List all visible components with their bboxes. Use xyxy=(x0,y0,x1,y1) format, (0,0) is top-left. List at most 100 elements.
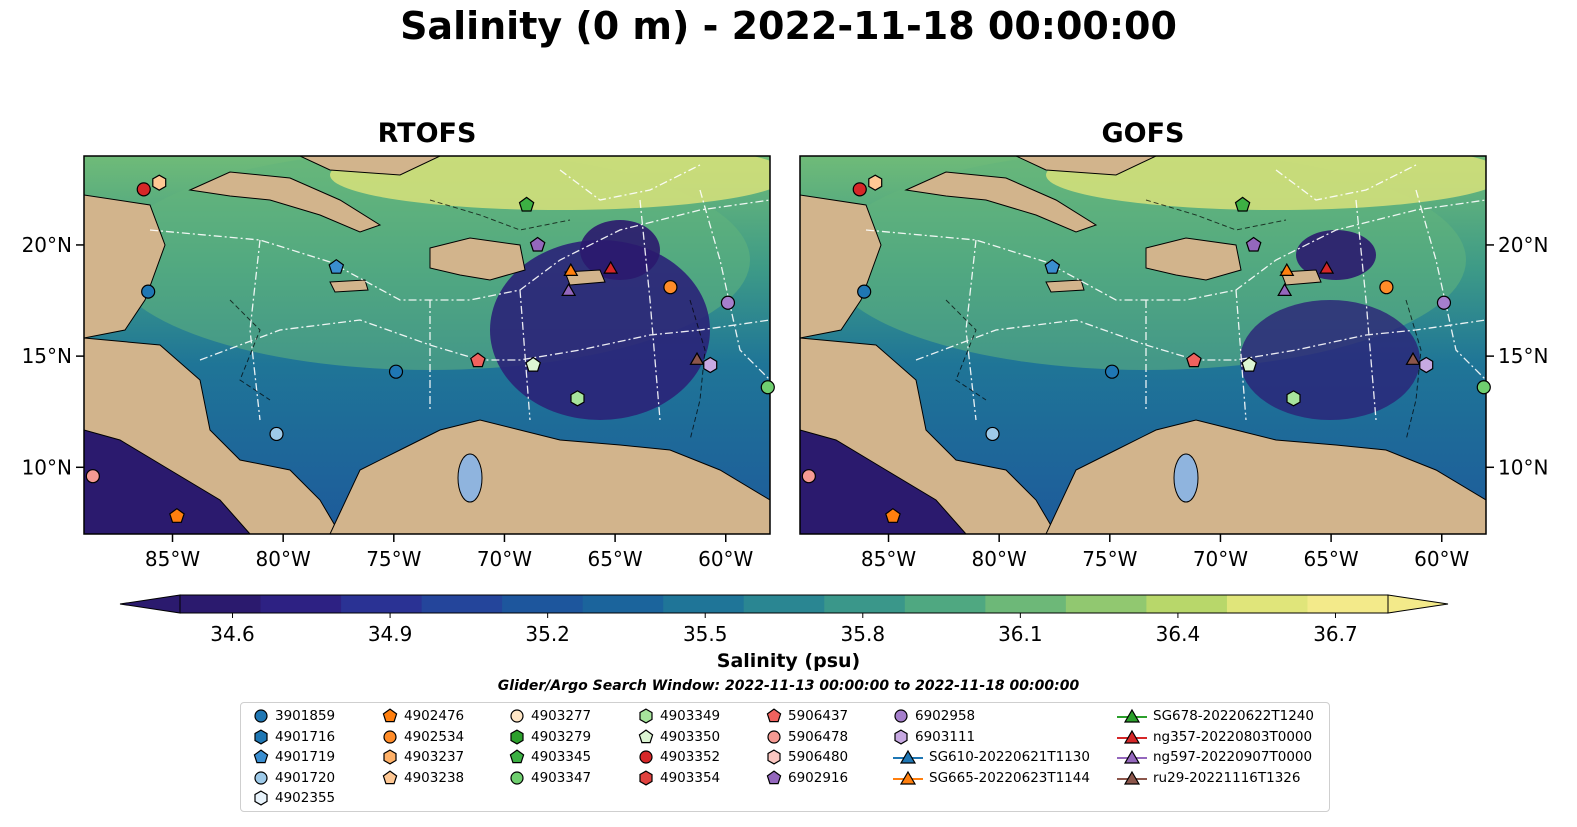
colorbar-segment xyxy=(421,595,503,613)
land-hispaniola xyxy=(1145,237,1242,281)
legend-column: 4903277 4903279 4903345 4903347 xyxy=(509,706,591,788)
lon-tick-label: 70°W xyxy=(477,547,532,571)
colorbar-segment xyxy=(1065,595,1147,613)
map-marker-6902916 xyxy=(529,236,546,252)
map-frame xyxy=(83,155,771,535)
map-marker-4902534 xyxy=(663,280,678,295)
legend-item: 4903347 xyxy=(509,768,591,789)
map-marker-4903352 xyxy=(136,182,151,197)
map-marker-6902958 xyxy=(1436,295,1452,310)
map-marker-4903345 xyxy=(1234,196,1251,212)
legend-item-label: 4903345 xyxy=(531,749,592,766)
legend-marker-icon xyxy=(510,771,524,785)
legend-marker-icon xyxy=(894,729,908,745)
rtofs-map xyxy=(83,155,771,535)
legend-item: 5906478 xyxy=(766,727,848,748)
legend-item-label: 5906478 xyxy=(788,728,849,745)
legend-item: 4903238 xyxy=(382,768,464,789)
legend-item-label: ng357-20220803T0000 xyxy=(1153,728,1313,745)
legend-item-label: 4901716 xyxy=(275,728,336,745)
map-frame xyxy=(799,155,1487,535)
lon-tick-label: 85°W xyxy=(861,547,916,571)
search-window-text: Glider/Argo Search Window: 2022-11-13 00… xyxy=(497,678,1080,694)
map-marker-6903111 xyxy=(1419,356,1434,374)
colorbar-tick-label: 36.7 xyxy=(1313,622,1358,646)
legend-marker-icon xyxy=(1117,709,1147,723)
lon-tick-label: 80°W xyxy=(972,547,1027,571)
legend-column: 4902476 4902534 4903237 4903238 xyxy=(382,706,464,788)
legend-item: 4903354 xyxy=(638,768,720,789)
lat-tick-label: 20°N xyxy=(1498,233,1548,257)
salinity-high-zone xyxy=(330,156,770,210)
legend-item: 4903279 xyxy=(509,727,591,748)
legend-marker-icon xyxy=(894,709,908,723)
colorbar-segment xyxy=(904,595,986,613)
legend-item: ng357-20220803T0000 xyxy=(1117,727,1314,748)
legend-marker-icon xyxy=(766,708,782,723)
map-marker-4903349 xyxy=(570,390,585,407)
colorbar-tick-label: 35.2 xyxy=(525,622,570,646)
map-marker-SG665-20220623T1144 xyxy=(1279,262,1295,276)
map-marker-ng597-20220907T0000 xyxy=(561,282,577,296)
legend-item-label: 4903277 xyxy=(531,708,592,725)
land-cuba xyxy=(904,171,1098,233)
legend-item: 5906437 xyxy=(766,706,848,727)
legend-item-label: ng597-20220907T0000 xyxy=(1153,749,1313,766)
colorbar-tick-label: 35.8 xyxy=(841,622,886,646)
lat-tick-label: 10°N xyxy=(1498,455,1548,479)
figure-canvas: 85°W 80°W 75°W 70°W 65°W 60°W 20°N 15°N 10°N 85°W… xyxy=(22,155,1548,646)
legend-item: 4903277 xyxy=(509,706,591,727)
lake-maracaibo xyxy=(1173,453,1199,503)
legend-marker-icon xyxy=(638,729,654,743)
legend-item: 4903349 xyxy=(638,706,720,727)
legend-marker-icon xyxy=(254,790,268,806)
legend-item-label: 5906480 xyxy=(788,749,849,766)
legend-item: 4903237 xyxy=(382,747,464,768)
map-marker-4902476 xyxy=(169,507,185,523)
legend-item: 6902916 xyxy=(766,768,848,789)
legend-item-label: 4901720 xyxy=(275,769,336,786)
colorbar-frame xyxy=(179,594,1389,614)
land-yucatan xyxy=(800,194,882,339)
legend-marker-icon xyxy=(639,750,653,764)
legend-marker-icon xyxy=(510,729,524,745)
map-marker-4903347 xyxy=(760,380,775,395)
legend-item: 4903345 xyxy=(509,747,591,768)
legend-marker-icon xyxy=(639,770,653,786)
legend-item: ng597-20220907T0000 xyxy=(1117,747,1314,768)
lon-tick-label: 85°W xyxy=(145,547,200,571)
map-marker-3901859-b xyxy=(1104,364,1120,379)
legend-item-label: 6902958 xyxy=(915,708,976,725)
map-marker-4903347 xyxy=(1476,380,1491,395)
colorbar-tick-label: 34.6 xyxy=(210,622,255,646)
legend-item: 4901716 xyxy=(253,727,335,748)
map-marker-4903277 xyxy=(152,174,167,191)
legend-marker-icon xyxy=(510,709,524,723)
legend-marker-icon xyxy=(767,749,781,765)
bathymetry-contours xyxy=(945,199,1422,441)
colorbar-segment xyxy=(502,595,584,613)
panel-title-gofs: GOFS xyxy=(1101,118,1185,149)
lon-tick-label: 60°W xyxy=(1414,547,1469,571)
land-central-america xyxy=(84,337,341,534)
legend-item-label: SG678-20220622T1240 xyxy=(1153,708,1314,725)
salinity-low-zone xyxy=(1296,230,1376,280)
colorbar-segment xyxy=(824,595,906,613)
lat-tick-label: 20°N xyxy=(22,233,72,257)
lon-tick-label: 65°W xyxy=(1303,547,1358,571)
land-hispaniola xyxy=(429,237,526,281)
figure-title: Salinity (0 m) - 2022-11-18 00:00:00 xyxy=(400,4,1177,48)
rtofs-markers xyxy=(85,174,775,523)
legend-item: 6903111 xyxy=(893,727,1090,748)
legend-marker-icon xyxy=(639,708,653,724)
lat-tick-label: 15°N xyxy=(22,344,72,368)
colorbar-segment xyxy=(341,595,423,613)
salinity-low-zone xyxy=(490,240,710,420)
map-marker-3901859-b xyxy=(388,364,404,379)
legend-item: 5906480 xyxy=(766,747,848,768)
lat-tick-label: 15°N xyxy=(1498,344,1548,368)
legend-marker-icon xyxy=(767,730,781,744)
legend-item-label: 4903352 xyxy=(660,749,721,766)
map-marker-6903111 xyxy=(703,356,718,374)
lon-tick-label: 75°W xyxy=(366,547,421,571)
